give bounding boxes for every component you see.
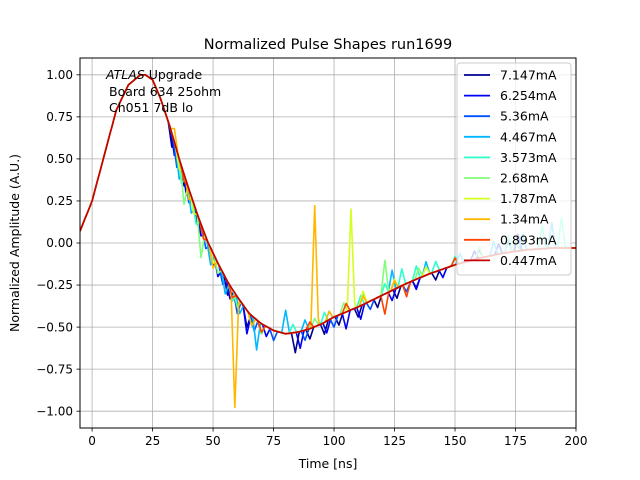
y-tick-label: 0.00: [46, 236, 73, 250]
legend-label: 1.787mA: [500, 191, 557, 206]
x-tick-label: 200: [565, 434, 588, 448]
legend-label: 4.467mA: [500, 129, 557, 144]
annotation: ATLAS Upgrade Board 634 25ohm Ch051 7dB …: [105, 67, 221, 115]
y-tick-label: 0.75: [46, 110, 73, 124]
legend: 7.147mA 6.254mA 5.36mA 4.467mA 3.573mA 2.68mA…: [456, 62, 572, 276]
x-tick-label: 175: [504, 434, 527, 448]
y-tick-label: 0.25: [46, 194, 73, 208]
y-tick-label: 0.50: [46, 152, 73, 166]
y-tick-label: −0.75: [36, 362, 73, 376]
legend-label: 3.573mA: [500, 150, 557, 165]
y-tick-label: −0.25: [36, 278, 73, 292]
x-tick-label: 150: [444, 434, 467, 448]
x-tick-label: 100: [323, 434, 346, 448]
chart-title: Normalized Pulse Shapes run1699: [204, 37, 452, 53]
x-tick-label: 50: [205, 434, 220, 448]
legend-label: 2.68mA: [500, 171, 549, 186]
x-axis-ticks: 0 25 50 75 100 125 150 175 200: [88, 428, 587, 448]
y-axis-ticks: −1.00 −0.75 −0.50 −0.25 0.00 0.25 0.50 0.75 1.00: [36, 68, 80, 418]
y-tick-label: 1.00: [46, 68, 73, 82]
annotation-line-3: Ch051 7dB lo: [109, 100, 193, 115]
legend-label: 6.254mA: [500, 88, 557, 103]
legend-label: 5.36mA: [500, 109, 549, 124]
legend-label: 0.447mA: [500, 253, 557, 268]
x-tick-label: 125: [383, 434, 406, 448]
annotation-line-2: Board 634 25ohm: [109, 84, 221, 99]
legend-label: 0.893mA: [500, 232, 557, 247]
x-axis-label: Time [ns]: [298, 456, 358, 471]
legend-label: 1.34mA: [500, 212, 549, 227]
annotation-atlas: ATLAS: [105, 67, 145, 82]
x-tick-label: 0: [88, 434, 96, 448]
y-axis-label: Normalized Amplitude (A.U.): [7, 154, 22, 332]
x-tick-label: 75: [266, 434, 281, 448]
legend-label: 7.147mA: [500, 68, 557, 83]
x-tick-label: 25: [145, 434, 160, 448]
y-tick-label: −0.50: [36, 320, 73, 334]
y-tick-label: −1.00: [36, 404, 73, 418]
annotation-upgrade: Upgrade: [145, 67, 203, 82]
annotation-line-1: ATLAS Upgrade: [105, 67, 202, 82]
